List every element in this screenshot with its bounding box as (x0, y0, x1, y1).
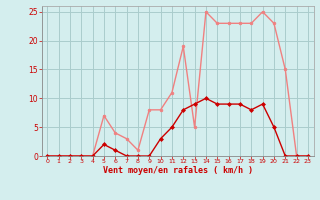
X-axis label: Vent moyen/en rafales ( km/h ): Vent moyen/en rafales ( km/h ) (103, 166, 252, 175)
